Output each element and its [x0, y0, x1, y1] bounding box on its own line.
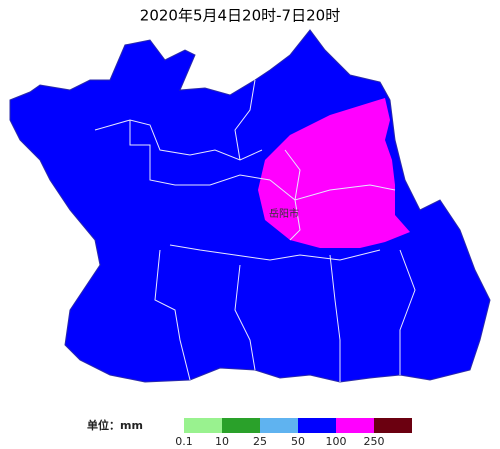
city-label: 岳阳市 — [269, 207, 299, 220]
legend-swatch — [184, 418, 222, 433]
legend-swatch — [298, 418, 336, 433]
legend-tick-label: 10 — [215, 435, 229, 448]
district-borders — [94, 79, 416, 382]
legend-tick-label: 250 — [364, 435, 385, 448]
legend: 0.1 10 25 50 100 250 — [175, 418, 412, 448]
legend-swatch — [222, 418, 260, 433]
legend-tick-label: 50 — [291, 435, 305, 448]
legend-swatch — [374, 418, 412, 433]
legend-swatch — [260, 418, 298, 433]
legend-tick-label: 25 — [253, 435, 267, 448]
legend-tick-label: 100 — [326, 435, 347, 448]
rain-area-250 — [258, 98, 410, 248]
legend-tick-label: 0.1 — [175, 435, 193, 448]
map-title: 2020年5月4日20时-7日20时 — [140, 7, 340, 25]
legend-unit: 单位：mm — [87, 418, 143, 432]
legend-swatch — [336, 418, 374, 433]
